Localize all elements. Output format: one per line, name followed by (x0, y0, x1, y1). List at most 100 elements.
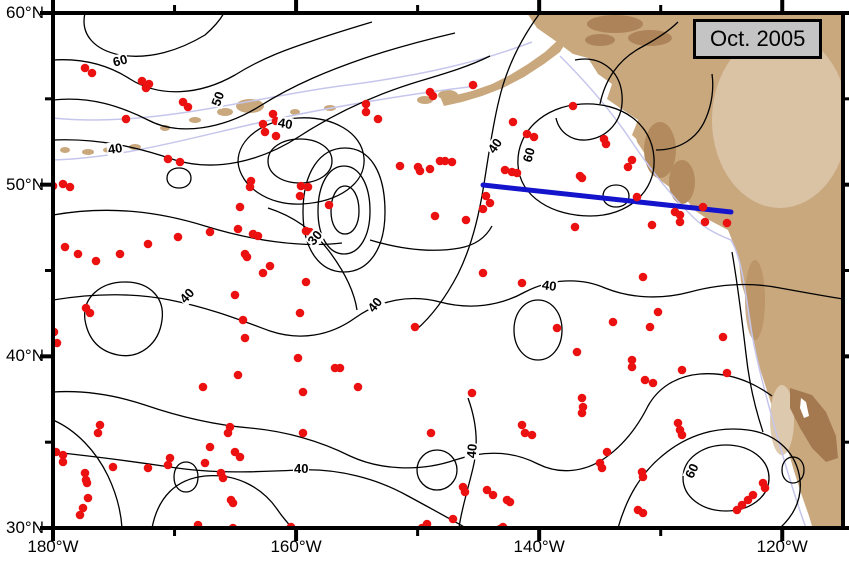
drifter-dot (410, 322, 420, 332)
drifter-dot (183, 102, 193, 112)
drifter-dot (260, 127, 270, 137)
drifter-dot (623, 162, 633, 172)
drifter-dot (478, 204, 488, 214)
drifter-dot (572, 347, 582, 357)
drifter-dot (115, 249, 125, 259)
drifter-dot (87, 68, 97, 78)
drifter-dot (675, 210, 685, 220)
drifter-dot (568, 101, 578, 111)
drifter-dot (93, 428, 103, 438)
drifter-dot (430, 211, 440, 221)
drifter-dot (163, 154, 173, 164)
drifter-dot (271, 131, 281, 141)
drifter-dot (505, 497, 515, 507)
land-alaska-peninsula (441, 40, 565, 106)
lat-tick-label: 60°N (6, 3, 44, 22)
drifter-dot (233, 370, 243, 380)
drifter-dot (722, 218, 732, 228)
drifter-dot (295, 191, 305, 201)
drifter-dot (648, 378, 658, 388)
drifter-dot (218, 473, 228, 483)
terrain-shading (585, 15, 843, 462)
drifter-dot (481, 191, 491, 201)
contour-lines (53, 13, 843, 528)
drifter-dot (293, 353, 303, 363)
drifter-dot (638, 508, 648, 518)
drifter-dot (235, 202, 245, 212)
drifter-dot (60, 242, 70, 252)
drifter-dot (268, 109, 278, 119)
drifter-dot (653, 307, 663, 317)
drifter-dot (508, 117, 518, 127)
drifter-dot (223, 428, 233, 438)
drifter-dot (85, 308, 95, 318)
drifter-dot (335, 363, 345, 373)
drifter-dot (395, 161, 405, 171)
drifter-dot (253, 231, 263, 241)
drifter-dot (638, 472, 648, 482)
drifter-dot (200, 458, 210, 468)
drifter-dot (737, 500, 747, 510)
lat-tick-label: 50°N (6, 174, 44, 194)
drifter-dot (235, 452, 245, 462)
drifter-dot (435, 156, 445, 166)
drifter-dot (520, 428, 530, 438)
drifter-dot (205, 442, 215, 452)
drifter-dot (627, 355, 637, 365)
drifter-dot (58, 457, 68, 467)
drifter-dot (78, 503, 88, 513)
drifter-dot (673, 418, 683, 428)
drifter-dot (58, 179, 68, 189)
drifter-dot (121, 114, 131, 124)
drifter-dot (82, 478, 92, 488)
lon-tick-label: 120°W (756, 537, 808, 556)
drifter-dot (80, 63, 90, 73)
drifter-dot (448, 514, 458, 524)
land-group (53, 13, 843, 528)
drifter-dot (640, 375, 650, 385)
drifter-dot (627, 155, 637, 165)
drifter-dot (298, 387, 308, 397)
drifter-dot (143, 239, 153, 249)
line-p-track (480, 182, 734, 215)
drifter-dot (58, 450, 68, 460)
drifter-dot (75, 510, 85, 520)
drifter-dot (240, 333, 250, 343)
drifter-dot (527, 430, 537, 440)
drifter-dot (467, 388, 477, 398)
drifter-dot (422, 519, 432, 528)
drifter-dot (143, 463, 153, 473)
drifter-dot (108, 462, 118, 472)
date-label-box: Oct. 2005 (693, 19, 823, 59)
drifter-dot (447, 157, 457, 167)
drifter-dot (91, 256, 101, 266)
contour-value-label: 40 (106, 140, 125, 158)
drifter-dot (173, 232, 183, 242)
drifter-dot (597, 463, 607, 473)
drifter-dot (575, 171, 585, 181)
drifter-dot (265, 261, 275, 271)
lon-tick-label: 160°W (270, 537, 322, 556)
drifter-dot (677, 430, 687, 440)
drifter-dot (552, 323, 562, 333)
drifter-dot (645, 322, 655, 332)
drifter-dot (718, 332, 728, 342)
drifter-dots-group (53, 63, 770, 528)
drifter-dot (488, 490, 498, 500)
drifter-dot (512, 168, 522, 178)
drifter-dot (485, 198, 495, 208)
drifter-dot (238, 315, 248, 325)
drifter-dot (233, 224, 243, 234)
drifter-dot (468, 80, 478, 90)
drifter-dot (353, 382, 363, 392)
drifter-dot (577, 393, 587, 403)
drifter-dot (700, 217, 710, 227)
drifter-dot (80, 468, 90, 478)
drifter-dot (295, 308, 305, 318)
drifter-dot (638, 272, 648, 282)
drifter-dot (601, 139, 611, 149)
map-frame (51, 11, 845, 530)
drifter-dot (570, 222, 580, 232)
drifter-dot (698, 202, 708, 212)
